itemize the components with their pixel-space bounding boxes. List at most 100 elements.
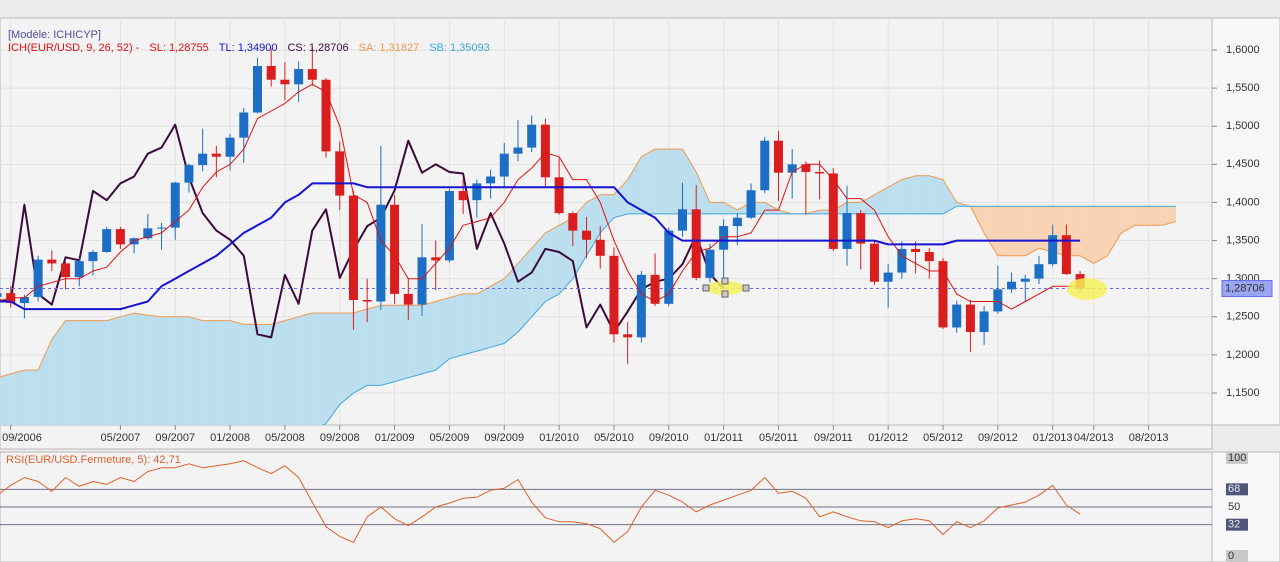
x-tick-label: 01/2009 — [375, 432, 415, 444]
y-tick-label: 1,2000 — [1226, 349, 1260, 361]
selection-handles — [702, 277, 750, 298]
cloud — [271, 320, 285, 425]
cloud — [326, 313, 340, 424]
candle-body — [883, 272, 893, 282]
candle-body — [1034, 264, 1044, 279]
main-plot — [0, 18, 1212, 425]
ichimoku-line — [0, 83, 1081, 310]
x-tick-label: 09/2008 — [320, 432, 360, 444]
candle-body — [664, 230, 674, 304]
candle-body — [61, 263, 71, 278]
y-tick-box — [1226, 451, 1248, 464]
candle-body — [403, 293, 413, 305]
y-tick-label: 1,3500 — [1226, 234, 1260, 246]
candle-body — [431, 257, 441, 261]
candle-body — [650, 274, 660, 304]
x-tick-label: 08/2013 — [1129, 432, 1169, 444]
cloud — [655, 149, 669, 214]
cloud — [188, 316, 203, 425]
x-tick-label: 05/2011 — [759, 432, 798, 444]
y-tick-label: 1,2500 — [1226, 311, 1260, 323]
x-tick-label: 09/2009 — [484, 432, 524, 444]
candle-body — [952, 304, 962, 328]
cloud — [847, 202, 861, 214]
cloud — [1148, 206, 1163, 226]
model-label: [Modèle: ICHICYP] — [8, 29, 101, 41]
candle-body — [623, 334, 633, 338]
legend: ICH(EUR/USD, 9, 26, 52) - SL: 1,28755 TL: … — [8, 42, 490, 54]
cloud — [1025, 206, 1039, 256]
candle-body — [115, 229, 125, 245]
candle-body — [198, 153, 208, 166]
cloud — [943, 179, 957, 214]
candle-body — [787, 164, 797, 173]
candle-body — [746, 190, 756, 218]
candle-body — [568, 213, 578, 231]
cloud — [723, 202, 738, 214]
candle-body — [444, 191, 454, 261]
cloud — [10, 370, 25, 425]
ichimoku-line — [0, 148, 1177, 378]
cloud — [51, 320, 66, 425]
ichimoku-line — [0, 123, 725, 339]
cloud — [243, 324, 258, 425]
rsi-title: RSI(EUR/USD.Fermeture, 5): 42,71 — [6, 454, 181, 466]
cloud — [627, 156, 642, 214]
candle-body — [705, 249, 715, 278]
cloud — [147, 315, 162, 425]
x-tick-label: 09/2011 — [814, 432, 853, 444]
y-tick-label: 0 — [1228, 550, 1234, 562]
cloud — [230, 320, 244, 425]
cloud — [120, 313, 135, 425]
cloud — [216, 320, 231, 425]
x-tick-label: 01/2011 — [704, 432, 743, 444]
x-tick-label: 01/2010 — [539, 432, 579, 444]
rsi-axis-area — [1211, 451, 1280, 562]
candle-body — [979, 311, 989, 333]
x-tick-label: 05/2007 — [101, 432, 141, 444]
candle-body — [869, 243, 879, 282]
candle-body — [307, 69, 317, 80]
candle-body — [157, 227, 167, 229]
candle-body — [828, 173, 838, 249]
candle-body — [74, 261, 84, 278]
candle-body — [540, 124, 550, 178]
x-tick-label: 09/2010 — [649, 432, 689, 444]
cloud — [79, 320, 93, 425]
cloud — [682, 149, 697, 214]
candle-body — [129, 238, 139, 245]
candle-body — [472, 183, 482, 201]
candle-body — [815, 171, 825, 174]
y-tick-label: 1,1500 — [1226, 387, 1260, 399]
cloud — [435, 297, 450, 371]
x-tick-label: 05/2010 — [594, 432, 634, 444]
x-axis-area — [0, 424, 1213, 450]
candle-body — [911, 248, 921, 252]
legend-entry: SL: 1,28755 — [149, 42, 208, 54]
cloud — [38, 339, 52, 425]
cloud — [476, 286, 491, 352]
cloud — [202, 320, 217, 425]
cloud — [367, 305, 381, 386]
candle-body — [321, 79, 331, 152]
candle-body — [609, 255, 619, 335]
candle-body — [88, 251, 98, 262]
y-tick-label: 1,5500 — [1226, 82, 1260, 94]
legend-entry: TL: 1,34900 — [219, 42, 278, 54]
candle-body — [924, 251, 934, 262]
handle — [702, 284, 710, 292]
candle-body — [335, 151, 345, 196]
candle-body — [527, 124, 537, 148]
y-axis-area — [1211, 17, 1280, 426]
candle-body — [266, 66, 276, 80]
y-tick-box — [1226, 550, 1248, 562]
candle-body — [993, 289, 1003, 312]
candle-body — [170, 182, 180, 228]
cloud — [984, 206, 998, 256]
candle-body — [554, 177, 564, 214]
cloud — [380, 305, 395, 386]
x-tick-label: 05/2008 — [265, 432, 305, 444]
highlight — [1067, 278, 1107, 300]
